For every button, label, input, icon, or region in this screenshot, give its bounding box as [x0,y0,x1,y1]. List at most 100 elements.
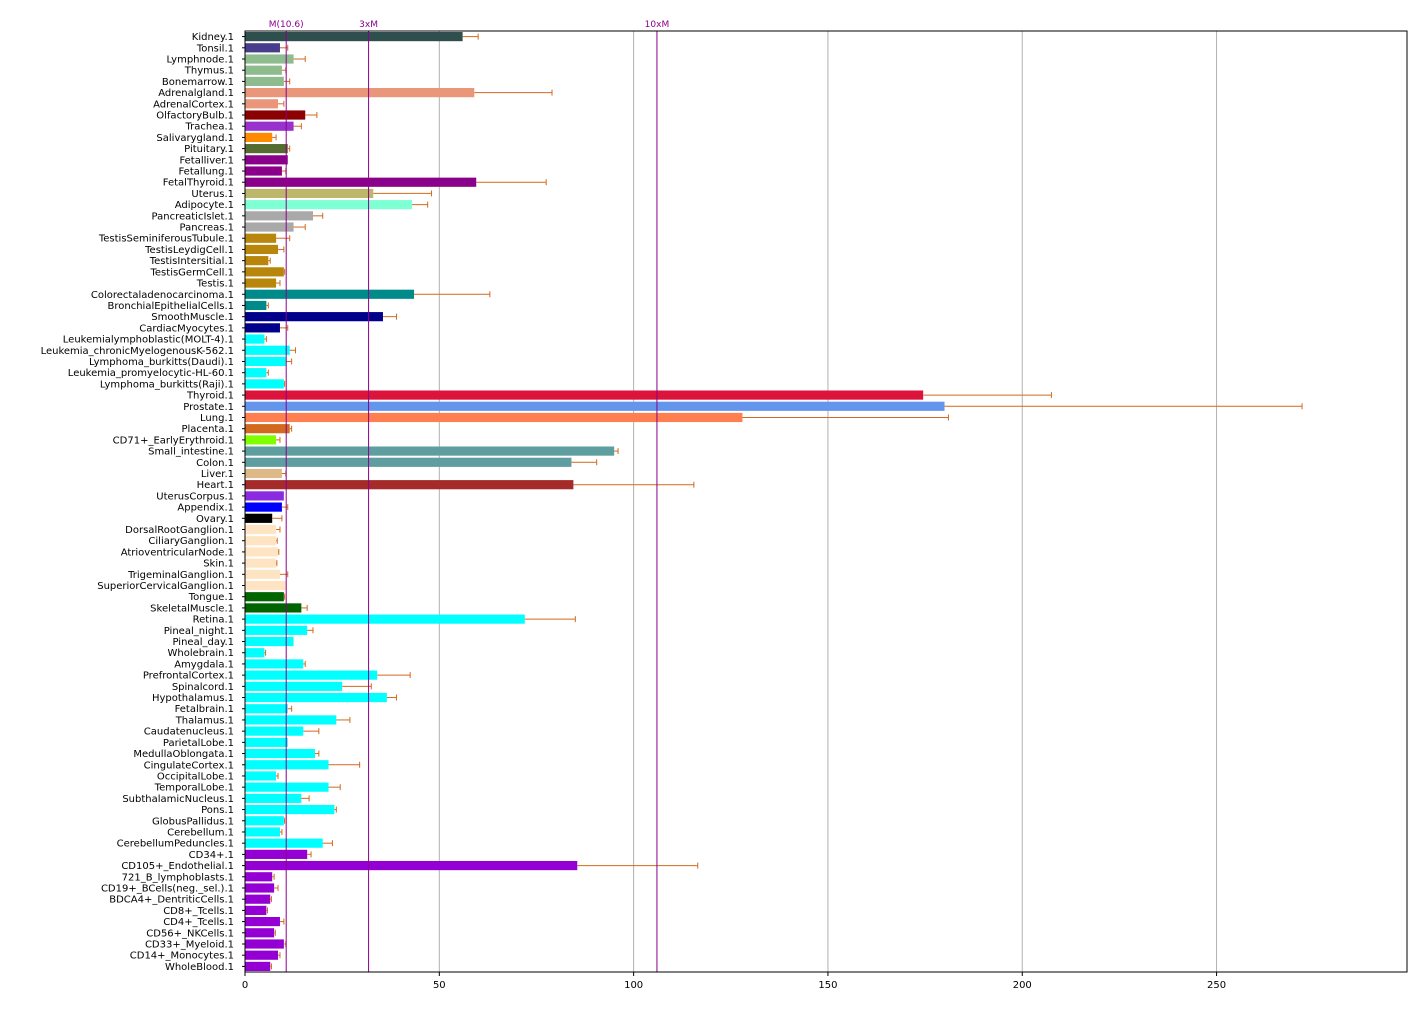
bar-WholeBlood.1 [245,961,271,971]
bar-FetalThyroid.1 [245,177,477,187]
y-tick-label: UterusCorpus.1 [156,491,234,502]
bar-layer [245,32,945,971]
y-tick-label: BDCA4+_DentriticCells.1 [109,895,234,906]
y-tick-label: BronchialEpithelialCells.1 [108,301,235,312]
error-bar-layer [264,33,1303,970]
bar-TemporalLobe.1 [245,782,329,792]
bar-Pons.1 [245,804,335,815]
y-tick-label: Fetallung.1 [178,167,234,178]
bar-Lymphnode.1 [245,54,294,64]
bar-Thalamus.1 [245,715,337,725]
bar-Heart.1 [245,480,574,490]
bar-Tonsil.1 [245,43,280,53]
y-tick-label: Leukemialymphoblastic(MOLT-4).1 [63,335,234,346]
bar-Kidney.1 [245,32,463,42]
grid-layer [438,31,1218,972]
bar-CD56+_NKCells.1 [245,928,275,938]
x-tick-label: 150 [818,980,837,991]
y-tick-label: Colorectaladenocarcinoma.1 [91,290,234,301]
y-tick-label: Lung.1 [200,413,234,424]
bar-Pancreas.1 [245,222,294,232]
bar-AdrenalCortex.1 [245,99,279,109]
bar-CD71+_EarlyErythroid.1 [245,435,277,445]
y-tick-label: OlfactoryBulb.1 [156,111,234,122]
y-tick-label: ParietalLobe.1 [163,738,234,749]
bar-BronchialEpithelialCells.1 [245,300,267,311]
y-tick-label: Cerebellum.1 [167,827,234,838]
y-tick-label: Tongue.1 [188,592,234,603]
y-tick-label: CerebellumPeduncles.1 [117,839,234,850]
bar-Skin.1 [245,558,277,568]
y-tick-label: Pineal_night.1 [164,626,234,637]
y-tick-label: Fetalliver.1 [179,155,234,166]
bar-CD4+_Tcells.1 [245,916,280,927]
y-tick-label: Wholebrain.1 [167,648,234,659]
y-tick-label: GlobusPallidus.1 [152,816,234,827]
bar-OlfactoryBulb.1 [245,110,306,120]
bar-Pituitary.1 [245,144,288,154]
y-tick-label: CD19+_BCells(neg._sel.).1 [101,883,234,894]
bar-Ovary.1 [245,513,273,523]
y-tick-label: Thyroid.1 [186,391,234,402]
y-tick-label: Kidney.1 [192,32,234,43]
bar-Adipocyte.1 [245,200,413,210]
y-tick-label: Liver.1 [201,469,234,480]
y-tick-label: Appendix.1 [177,503,234,514]
y-tick-label: Placenta.1 [181,424,234,435]
y-tick-label: CD33+_Myeloid.1 [145,939,234,950]
bar-TestisIntersitial.1 [245,256,269,266]
bar-721_B_lymphoblasts.1 [245,872,273,882]
x-tick-label: 0 [242,980,248,991]
y-tick-label: CD14+_Monocytes.1 [130,951,234,962]
bar-Testis.1 [245,278,277,288]
bar-Leukemia_chronicMyelogenousK-562.1 [245,345,290,355]
y-tick-label: CiliaryGanglion.1 [148,536,234,547]
bar-Colon.1 [245,457,572,467]
bar-CD33+_Myeloid.1 [245,939,284,949]
bar-BDCA4+_DentriticCells.1 [245,894,271,904]
y-tick-label: Adipocyte.1 [175,200,234,211]
y-tick-label: Lymphoma_burkitts(Daudi).1 [89,357,234,368]
bar-TestisLeydigCell.1 [245,244,279,255]
bar-DorsalRootGanglion.1 [245,524,277,535]
y-tick-label: Pituitary.1 [184,144,234,155]
y-tick-label: TestisGermCell.1 [150,267,235,278]
bar-Bonemarrow.1 [245,76,284,87]
y-tick-label: PrefrontalCortex.1 [143,671,234,682]
bar-CD14+_Monocytes.1 [245,950,279,960]
bar-Liver.1 [245,468,282,479]
bar-Leukemialymphoblastic(MOLT-4).1 [245,334,265,344]
bar-OccipitalLobe.1 [245,771,277,781]
y-tick-label: CD34+.1 [189,850,234,861]
y-tick-label: Fetalbrain.1 [175,704,234,715]
x-tick-label: 50 [433,980,446,991]
y-tick-label: SubthalamicNucleus.1 [122,794,234,805]
bar-Pineal_night.1 [245,625,308,635]
bar-TestisGermCell.1 [245,267,284,277]
y-tick-label: Hypothalamus.1 [152,693,234,704]
bar-Prostate.1 [245,401,945,411]
y-tick-label: TestisIntersitial.1 [149,256,234,267]
bar-CD19+_BCells(neg._sel.).1 [245,883,275,893]
bar-Tongue.1 [245,592,284,602]
y-tick-label: Spinalcord.1 [172,682,234,693]
bar-Spinalcord.1 [245,681,343,691]
y-tick-label: Leukemia_chronicMyelogenousK-562.1 [41,346,234,357]
bar-SuperiorCervicalGanglion.1 [245,580,286,591]
y-tick-label: SuperiorCervicalGanglion.1 [97,581,234,592]
y-tick-label: Uterus.1 [191,189,234,200]
y-tick-label: Thalamus.1 [175,715,234,726]
y-tick-label: Heart.1 [197,480,234,491]
y-tick-label-layer: Kidney.1Tonsil.1Lymphnode.1Thymus.1Bonem… [41,32,245,973]
y-tick-label: 721_B_lymphoblasts.1 [122,872,234,883]
y-tick-label: WholeBlood.1 [165,962,234,973]
y-tick-label: SmoothMuscle.1 [151,312,234,323]
y-tick-label: Colon.1 [196,458,234,469]
bar-CD34+.1 [245,849,308,859]
bar-CD105+_Endothelial.1 [245,860,578,871]
bar-Fetalliver.1 [245,155,288,165]
reference-line-layer: M(10.6) 3xM 10xM [269,20,669,972]
bar-SkeletalMuscle.1 [245,603,302,613]
x-tick-label: 250 [1207,980,1226,991]
